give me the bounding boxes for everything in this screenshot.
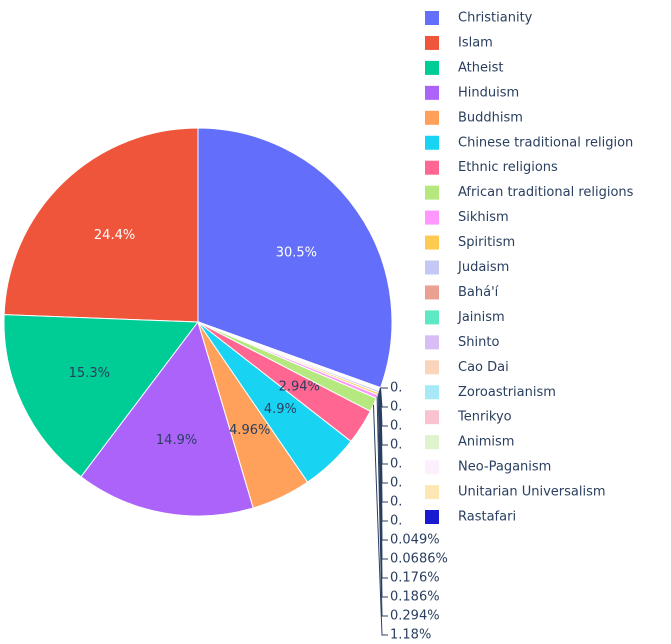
legend-label: Chinese traditional religion (458, 135, 633, 150)
legend-label: Rastafari (458, 510, 516, 525)
legend-label: Neo-Paganism (458, 460, 551, 475)
pie-slice (3, 314, 199, 478)
legend-label: Tenrikyo (457, 410, 512, 425)
legend-label: Cao Dai (458, 360, 509, 375)
legend-label: Zoroastrianism (458, 385, 556, 400)
slice-label: 0. (390, 400, 402, 415)
legend-swatch (425, 135, 439, 150)
legend-label: Shinto (458, 335, 499, 350)
legend-label: Christianity (458, 11, 533, 26)
slice-label: 14.9% (156, 433, 197, 448)
slice-label: 0. (390, 495, 402, 510)
leader-line (379, 387, 388, 408)
legend-swatch (425, 510, 439, 524)
slice-label: 0. (390, 419, 402, 434)
legend-swatch (425, 185, 439, 200)
slice-label: 1.18% (390, 628, 431, 643)
legend-swatch (425, 310, 439, 325)
legend-swatch (425, 460, 439, 475)
slice-label: 0.186% (390, 590, 440, 605)
slice-label: 0. (390, 457, 402, 472)
legend-swatch (425, 85, 439, 100)
legend-swatch (425, 235, 439, 250)
slice-label: 15.3% (69, 366, 110, 381)
slice-label: 0. (390, 381, 402, 396)
legend-label: Judaism (457, 260, 509, 275)
legend-label: Ethnic religions (458, 160, 558, 175)
legend-swatch (425, 35, 439, 50)
leader-line (376, 396, 388, 617)
legend-label: Jainism (457, 310, 505, 325)
legend-swatch (425, 410, 439, 425)
legend-label: Hinduism (458, 85, 519, 100)
legend-label: Atheist (458, 60, 503, 75)
legend-label: African traditional religions (458, 185, 634, 200)
legend-swatch (425, 435, 439, 450)
slice-label: 4.9% (264, 402, 297, 417)
legend-label: Islam (458, 35, 493, 50)
slice-label: 0. (390, 514, 402, 529)
slice-label: 30.5% (276, 245, 317, 260)
pie-slice (80, 320, 254, 517)
legend-label: Bahá'í (458, 285, 499, 300)
slice-label: 2.94% (279, 379, 320, 394)
legend-swatch (425, 335, 439, 350)
slice-label: 0.0686% (390, 552, 448, 567)
slice-label: 4.96% (229, 423, 270, 438)
legend-label: Animism (458, 435, 514, 450)
slice-label: 0.049% (390, 533, 440, 548)
legend-swatch (425, 285, 439, 300)
legend-label: Sikhism (458, 210, 509, 225)
pie-slice (197, 127, 393, 389)
legend-swatch (425, 210, 439, 225)
legend-swatch (425, 60, 439, 75)
legend-swatch (425, 385, 439, 400)
pie-slice (3, 127, 199, 323)
leader-line (372, 404, 388, 636)
slice-label: 0.294% (390, 609, 440, 624)
legend-swatch (425, 110, 439, 125)
slice-label: 24.4% (94, 228, 135, 243)
legend-swatch (425, 160, 439, 175)
legend-label: Unitarian Universalism (458, 485, 606, 500)
legend-swatch (425, 11, 439, 25)
slice-label: 0. (390, 476, 402, 491)
legend-label: Buddhism (458, 110, 523, 125)
legend-swatch (425, 260, 439, 275)
slice-label: 0.176% (390, 571, 440, 586)
legend-swatch (425, 360, 439, 375)
legend-label: Spiritism (458, 235, 515, 250)
slice-label: 0. (390, 438, 402, 453)
legend-swatch (425, 485, 439, 500)
